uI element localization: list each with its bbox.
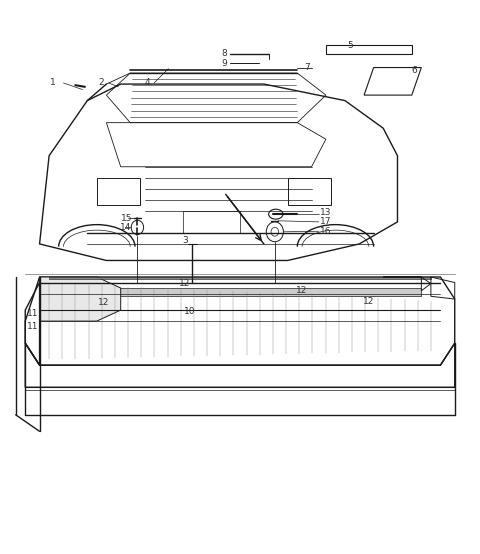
Text: 15: 15	[121, 213, 132, 223]
Text: 1: 1	[50, 78, 56, 87]
Polygon shape	[49, 277, 431, 279]
Text: 12: 12	[180, 279, 191, 288]
Text: 11: 11	[27, 322, 38, 331]
Text: 14: 14	[120, 223, 131, 232]
Text: 17: 17	[320, 217, 332, 227]
Text: 7: 7	[304, 63, 310, 72]
Text: 11: 11	[27, 310, 38, 319]
Text: 6: 6	[411, 66, 417, 75]
Text: 9: 9	[221, 59, 227, 68]
Polygon shape	[39, 277, 120, 321]
Text: 13: 13	[320, 208, 332, 217]
Text: 3: 3	[182, 235, 188, 244]
Bar	[288, 178, 331, 206]
Text: 16: 16	[320, 227, 332, 236]
Text: 12: 12	[363, 297, 374, 306]
Text: 4: 4	[144, 78, 150, 87]
Text: 12: 12	[98, 299, 109, 307]
Polygon shape	[49, 288, 421, 296]
Bar	[326, 45, 412, 54]
Text: 5: 5	[347, 41, 353, 50]
Text: 2: 2	[99, 78, 105, 87]
Bar	[97, 178, 140, 206]
Text: 10: 10	[184, 307, 196, 316]
Text: 8: 8	[221, 49, 227, 58]
Text: 12: 12	[296, 286, 308, 295]
Bar	[183, 211, 240, 233]
